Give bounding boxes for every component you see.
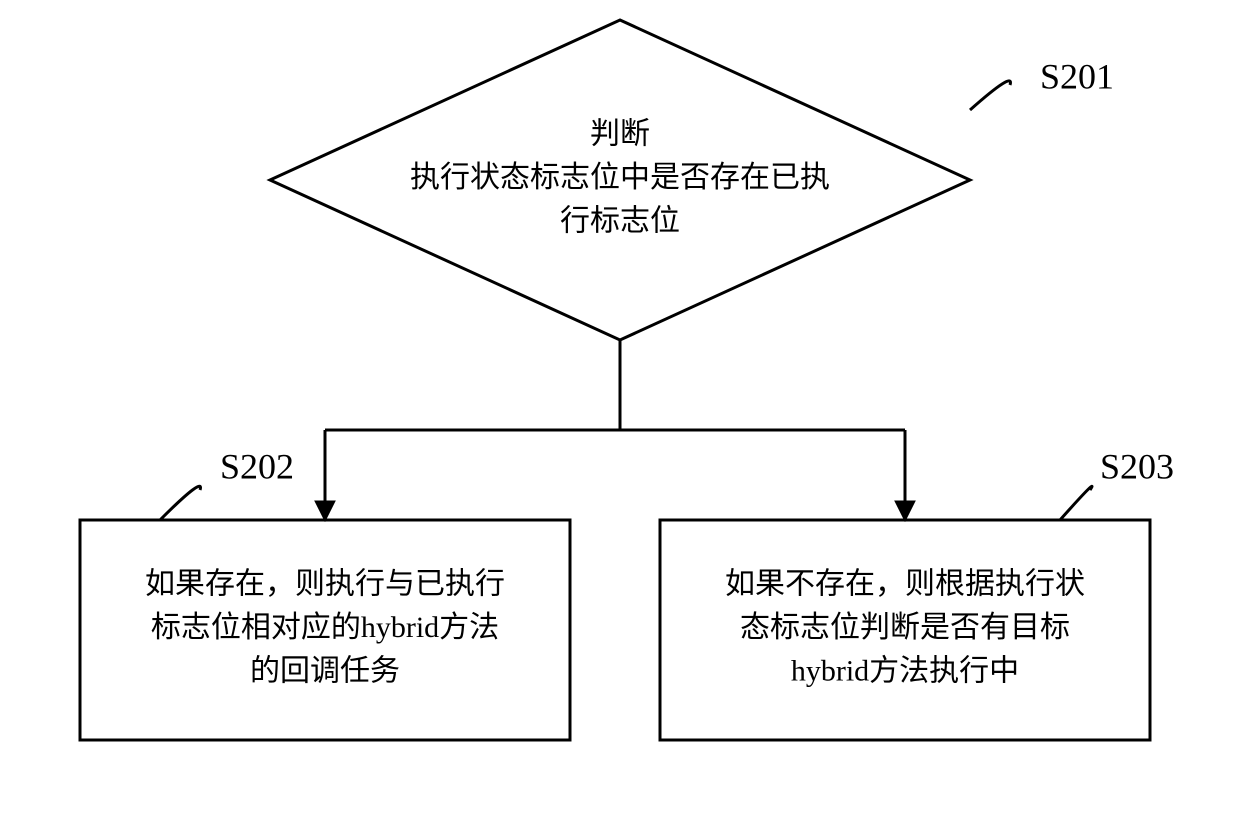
- step-label-S203: S203: [1100, 446, 1174, 486]
- label-pointer-S203: [1060, 486, 1092, 520]
- node-text-line: 的回调任务: [250, 654, 400, 687]
- node-text-line: hybrid方法执行中: [791, 654, 1019, 687]
- step-label-S202: S202: [220, 446, 294, 486]
- flowchart: 判断执行状态标志位中是否存在已执行标志位如果存在，则执行与已执行标志位相对应的h…: [0, 0, 1240, 814]
- node-text-line: 行标志位: [560, 204, 680, 237]
- label-pointer-S201: [970, 81, 1011, 110]
- node-text-line: 标志位相对应的hybrid方法: [151, 611, 499, 644]
- step-label-S201: S201: [1040, 56, 1114, 96]
- node-text-line: 态标志位判断是否有目标: [740, 611, 1070, 644]
- node-text-line: 如果不存在，则根据执行状: [725, 567, 1085, 600]
- node-text-line: 执行状态标志位中是否存在已执: [410, 161, 830, 194]
- node-text-line: 判断: [590, 117, 650, 150]
- label-pointer-S202: [160, 486, 201, 520]
- node-text-line: 如果存在，则执行与已执行: [145, 567, 505, 600]
